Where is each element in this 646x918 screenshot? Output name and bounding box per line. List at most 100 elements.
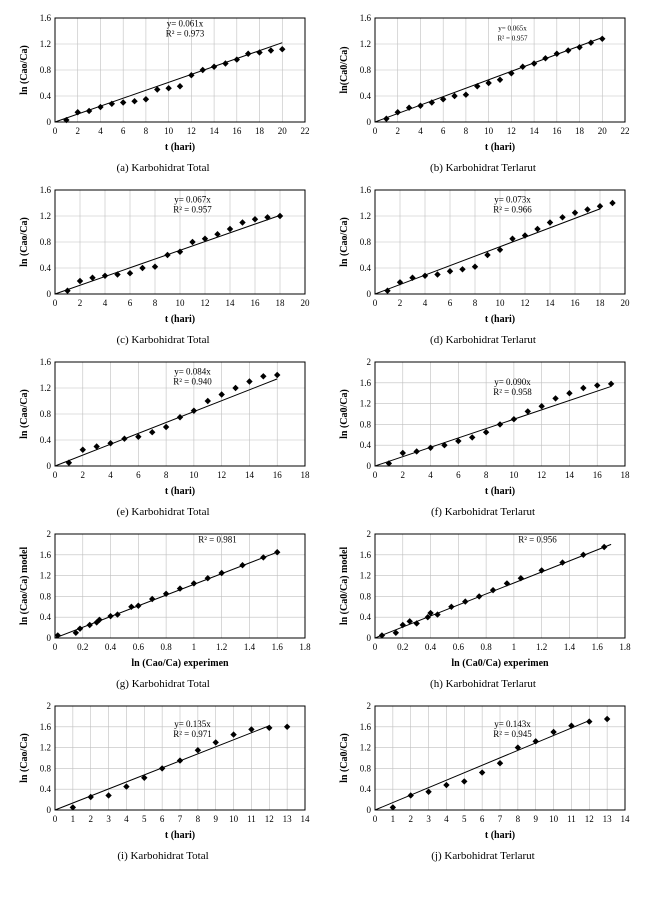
svg-text:0.4: 0.4 [40,91,52,101]
chart-b: 00.40.81.21.60246810121416182022y= 0.065… [333,10,633,160]
svg-text:0: 0 [367,117,372,127]
svg-text:14: 14 [621,814,631,824]
chart-a: 00.40.81.21.60246810121416182022y= 0.061… [13,10,313,160]
svg-text:0: 0 [47,805,52,815]
svg-text:y= 0.065x: y= 0.065x [498,24,527,32]
svg-text:1.8: 1.8 [619,642,631,652]
svg-text:y= 0.135x: y= 0.135x [174,719,211,729]
svg-text:3: 3 [426,814,431,824]
svg-text:0.8: 0.8 [40,65,52,75]
svg-text:1.2: 1.2 [360,571,371,581]
chart-caption-d: (d) Karbohidrat Terlarut [430,334,536,346]
svg-text:0: 0 [53,470,58,480]
chart-panel-b: 00.40.81.21.60246810121416182022y= 0.065… [330,10,636,174]
svg-text:R² = 0.973: R² = 0.973 [166,28,205,38]
svg-text:16: 16 [232,126,242,136]
svg-text:14: 14 [210,126,220,136]
chart-panel-a: 00.40.81.21.60246810121416182022y= 0.061… [10,10,316,174]
chart-panel-j: 00.40.81.21.6201234567891011121314y= 0.1… [330,698,636,862]
svg-text:0: 0 [47,117,52,127]
svg-text:2: 2 [75,126,80,136]
svg-text:1.2: 1.2 [360,211,371,221]
svg-text:0.4: 0.4 [40,784,52,794]
chart-caption-e: (e) Karbohidrat Total [116,506,209,518]
svg-text:10: 10 [549,814,559,824]
svg-text:9: 9 [533,814,538,824]
svg-text:12: 12 [585,814,594,824]
svg-text:16: 16 [571,298,581,308]
svg-text:18: 18 [596,298,606,308]
svg-text:0: 0 [373,298,378,308]
svg-text:0.8: 0.8 [360,591,372,601]
chart-panel-f: 00.40.81.21.62024681012141618y= 0.090xR²… [330,354,636,518]
svg-text:0.8: 0.8 [360,419,372,429]
chart-caption-g: (g) Karbohidrat Total [116,678,210,690]
svg-text:20: 20 [301,298,311,308]
svg-text:2: 2 [81,470,86,480]
svg-text:1.6: 1.6 [40,357,52,367]
chart-f: 00.40.81.21.62024681012141618y= 0.090xR²… [333,354,633,504]
svg-text:0.2: 0.2 [397,642,408,652]
svg-text:0: 0 [373,470,378,480]
svg-text:9: 9 [213,814,218,824]
svg-text:1.6: 1.6 [40,550,52,560]
svg-text:R² = 0.945: R² = 0.945 [493,729,532,739]
svg-text:8: 8 [196,814,201,824]
svg-text:22: 22 [621,126,630,136]
svg-text:1.8: 1.8 [299,642,311,652]
svg-text:2: 2 [367,529,372,539]
svg-text:0.2: 0.2 [77,642,88,652]
svg-text:1.2: 1.2 [40,211,51,221]
svg-text:6: 6 [441,126,446,136]
svg-text:R² = 0.957: R² = 0.957 [173,204,212,214]
svg-text:8: 8 [153,298,158,308]
svg-text:1.4: 1.4 [244,642,256,652]
svg-text:0: 0 [373,814,378,824]
chart-caption-a: (a) Karbohidrat Total [116,162,209,174]
svg-text:18: 18 [621,470,631,480]
svg-text:0.8: 0.8 [40,591,52,601]
svg-text:t (hari): t (hari) [485,314,515,325]
svg-text:y= 0.090x: y= 0.090x [494,377,531,387]
svg-text:1.4: 1.4 [564,642,576,652]
svg-text:1.2: 1.2 [40,39,51,49]
svg-text:1.6: 1.6 [360,550,372,560]
chart-c: 00.40.81.21.602468101214161820y= 0.067xR… [13,182,313,332]
svg-text:0.8: 0.8 [480,642,492,652]
svg-text:t (hari): t (hari) [165,314,195,325]
chart-panel-i: 00.40.81.21.6201234567891011121314y= 0.1… [10,698,316,862]
svg-text:7: 7 [498,814,503,824]
svg-text:ln (Cao/Ca): ln (Cao/Ca) [19,733,30,783]
svg-text:10: 10 [509,470,519,480]
svg-text:0: 0 [47,633,52,643]
chart-panel-g: 00.40.81.21.6200.20.40.60.811.21.41.61.8… [10,526,316,690]
svg-text:11: 11 [247,814,256,824]
svg-text:y= 0.084x: y= 0.084x [174,366,211,376]
svg-text:4: 4 [423,298,428,308]
svg-text:ln (Cao/Ca): ln (Cao/Ca) [19,389,30,439]
svg-text:0.4: 0.4 [425,642,437,652]
svg-text:10: 10 [496,298,506,308]
svg-text:0: 0 [373,126,378,136]
svg-text:6: 6 [448,298,453,308]
svg-text:20: 20 [621,298,631,308]
svg-text:0.4: 0.4 [40,612,52,622]
svg-text:20: 20 [598,126,608,136]
svg-text:R² = 0.956: R² = 0.956 [518,534,557,544]
svg-text:0.8: 0.8 [360,237,372,247]
svg-text:18: 18 [276,298,286,308]
svg-text:t (hari): t (hari) [165,830,195,841]
svg-text:10: 10 [176,298,186,308]
svg-text:8: 8 [516,814,521,824]
svg-text:0.4: 0.4 [40,263,52,273]
svg-text:0: 0 [373,642,378,652]
svg-text:0: 0 [53,642,58,652]
svg-text:ln (Cao/Ca): ln (Cao/Ca) [19,217,30,267]
chart-panel-d: 00.40.81.21.602468101214161820y= 0.073xR… [330,182,636,346]
svg-text:2: 2 [88,814,93,824]
svg-text:12: 12 [201,298,210,308]
svg-text:5: 5 [462,814,467,824]
svg-text:0.8: 0.8 [40,763,52,773]
svg-text:11: 11 [567,814,576,824]
svg-text:8: 8 [164,470,169,480]
